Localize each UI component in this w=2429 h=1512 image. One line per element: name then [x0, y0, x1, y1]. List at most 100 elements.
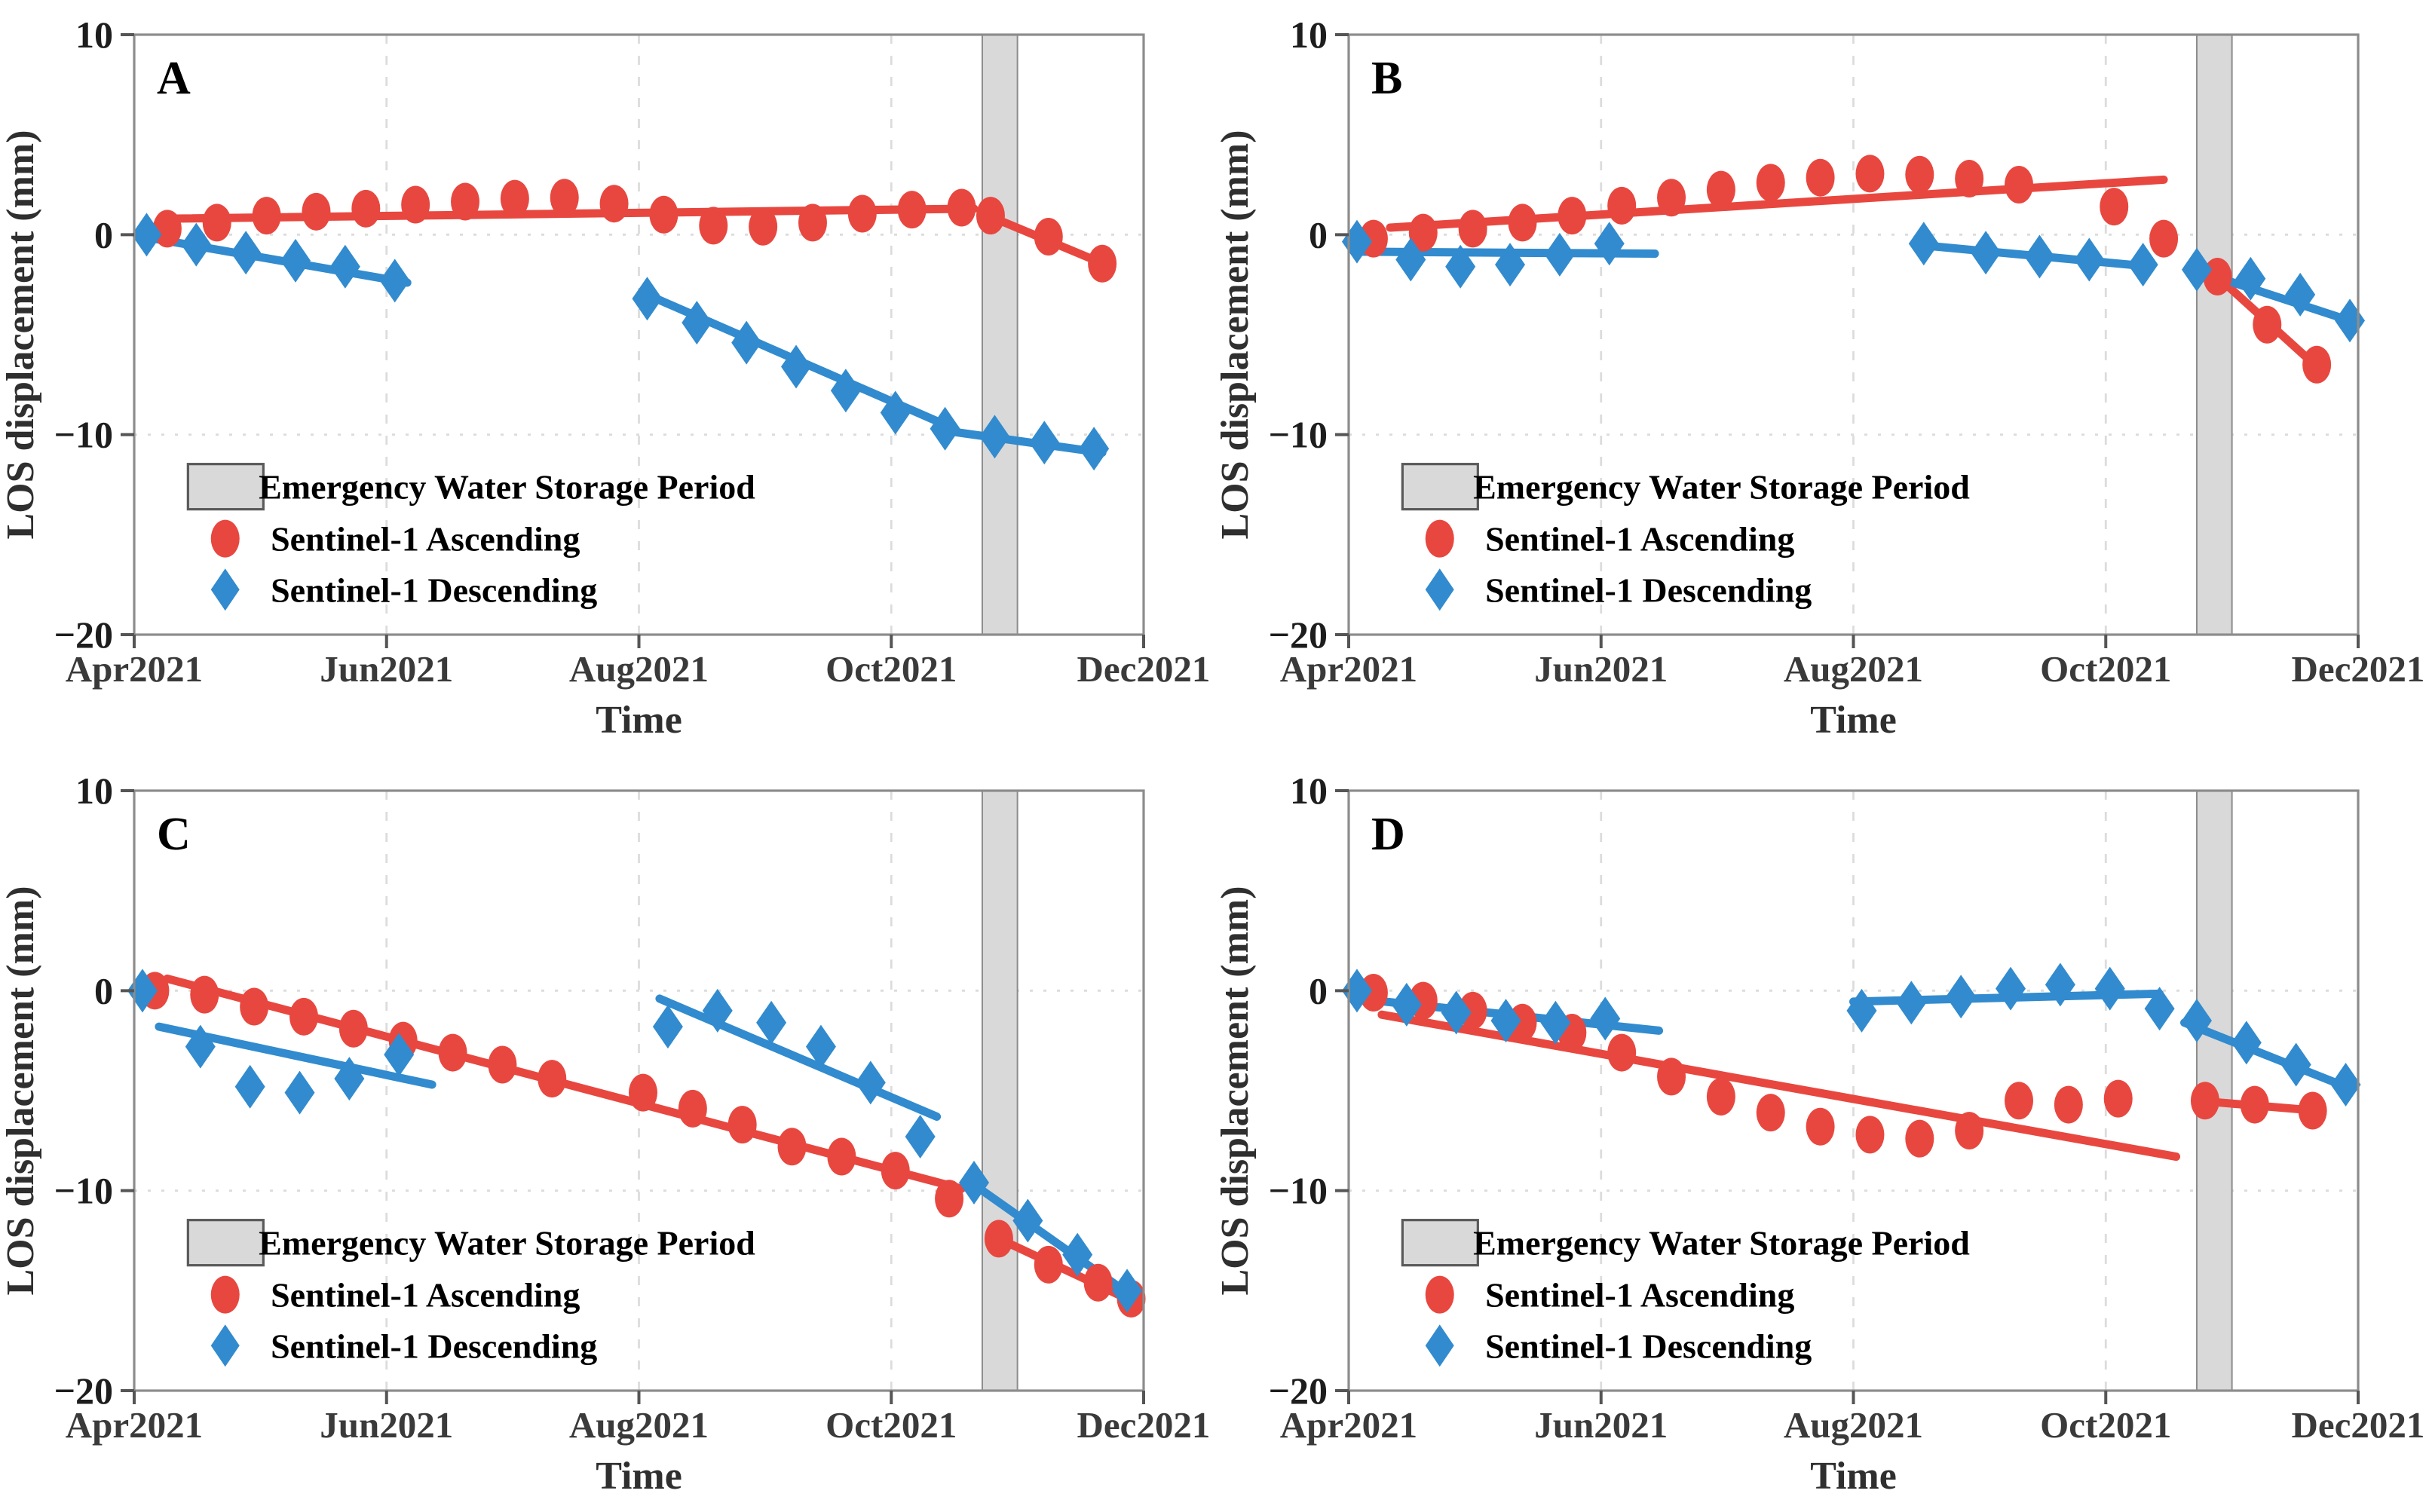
- descending-marker: [905, 1115, 936, 1159]
- x-axis-title: Time: [1810, 699, 1897, 742]
- panel-C: Apr2021 Jun2021 Aug2021 Oct2021 Dec2021 10 0 −1…: [0, 756, 1214, 1512]
- x-tick-label: Dec2021: [2292, 648, 2425, 690]
- descending-marker: [2127, 243, 2158, 287]
- descending-marker: [2045, 963, 2075, 1007]
- ascending-marker: [881, 1152, 910, 1190]
- descending-marker: [781, 344, 812, 389]
- descending-marker: [1445, 244, 1476, 289]
- y-tick-label: −10: [54, 414, 114, 456]
- legend-band-label: Emergency Water Storage Period: [1473, 468, 1970, 507]
- ascending-marker: [351, 189, 381, 228]
- storage-period-band: [981, 34, 1018, 635]
- ascending-marker: [338, 1009, 368, 1048]
- descending-marker: [682, 301, 712, 345]
- x-tick-label: Apr2021: [66, 648, 203, 690]
- ascending-marker: [302, 192, 331, 231]
- y-tick-label: −10: [54, 1170, 114, 1212]
- x-tick-label: Jun2021: [320, 1404, 453, 1446]
- ascending-marker: [1034, 1245, 1063, 1284]
- descending-marker: [731, 320, 762, 365]
- ascending-marker: [1955, 160, 1984, 198]
- x-tick-label: Aug2021: [569, 1404, 709, 1446]
- x-tick-label: Aug2021: [1784, 648, 1923, 690]
- descending-marker: [234, 1064, 265, 1109]
- ascending-marker: [538, 1060, 567, 1098]
- y-tick-label: 10: [75, 14, 113, 56]
- legend-ascending-label: Sentinel-1 Ascending: [1485, 520, 1794, 559]
- panel-letter: D: [1371, 809, 1405, 860]
- descending-marker: [1341, 969, 1372, 1013]
- legend-band-label: Emergency Water Storage Period: [1473, 1224, 1970, 1263]
- ascending-marker: [289, 997, 318, 1036]
- descending-marker: [384, 1033, 415, 1077]
- ascending-marker: [727, 1106, 757, 1144]
- descending-marker: [2330, 1063, 2361, 1107]
- legend-band-swatch: [1401, 463, 1479, 511]
- descending-marker: [930, 406, 960, 451]
- descending-marker: [185, 1024, 216, 1069]
- y-tick-label: 10: [1290, 770, 1328, 812]
- descending-marker: [959, 1161, 990, 1205]
- ascending-marker: [2005, 1082, 2034, 1120]
- ascending-marker: [699, 207, 728, 245]
- ascending-marker: [1408, 213, 1438, 252]
- ascending-marker: [500, 179, 529, 218]
- x-tick-label: Dec2021: [2292, 1404, 2425, 1446]
- descending-marker: [1112, 1269, 1143, 1313]
- ascending-marker: [1558, 197, 1587, 235]
- y-tick-label: −20: [54, 1370, 114, 1412]
- x-tick-label: Apr2021: [66, 1404, 203, 1446]
- panel-C-chart: Apr2021 Jun2021 Aug2021 Oct2021 Dec2021 10 0 −1…: [0, 770, 1211, 1498]
- descending-marker: [231, 231, 262, 275]
- descending-marker: [1490, 999, 1521, 1043]
- descending-marker: [379, 259, 410, 303]
- ascending-marker: [1088, 244, 1117, 283]
- y-tick-label: 0: [94, 213, 113, 256]
- descending-marker: [2074, 237, 2105, 282]
- x-tick-label: Aug2021: [569, 648, 709, 690]
- descending-marker: [2181, 247, 2212, 292]
- descending-marker: [1029, 421, 1060, 465]
- x-tick-label: Dec2021: [1077, 1404, 1211, 1446]
- ascending-marker: [1855, 1116, 1885, 1154]
- legend-descending-label: Sentinel-1 Descending: [271, 571, 597, 609]
- descending-marker: [1544, 232, 1575, 277]
- ascending-marker: [2253, 305, 2282, 344]
- descending-trend-line: [655, 994, 942, 1121]
- descending-marker: [2094, 966, 2125, 1011]
- descending-marker: [181, 222, 212, 267]
- descending-marker: [329, 244, 360, 289]
- ascending-marker: [947, 188, 976, 227]
- descending-marker: [1079, 427, 1110, 471]
- descending-marker: [1896, 981, 1927, 1025]
- x-axis-title: Time: [1810, 1455, 1897, 1498]
- ascending-marker: [1607, 186, 1637, 225]
- ascending-marker: [1706, 1077, 1735, 1116]
- legend-descending-marker-icon: [1425, 1324, 1454, 1367]
- ascending-marker: [1607, 1033, 1637, 1072]
- ascending-marker: [1458, 210, 1487, 248]
- legend-band-label: Emergency Water Storage Period: [259, 1224, 755, 1263]
- descending-marker: [334, 1057, 365, 1101]
- panel-letter: B: [1371, 53, 1402, 104]
- ascending-marker: [2190, 1082, 2219, 1120]
- descending-marker: [1341, 219, 1372, 264]
- descending-marker: [2335, 298, 2366, 343]
- ascending-marker: [401, 185, 430, 224]
- ascending-marker: [935, 1180, 964, 1218]
- ascending-marker: [827, 1137, 856, 1176]
- x-tick-label: Aug2021: [1784, 1404, 1923, 1446]
- x-axis-title: Time: [596, 699, 682, 742]
- ascending-marker: [678, 1089, 707, 1128]
- ascending-marker: [1756, 164, 1785, 202]
- x-tick-label: Jun2021: [1534, 1404, 1668, 1446]
- panel-letter: A: [157, 53, 191, 104]
- descending-marker: [131, 213, 162, 257]
- legend-descending-marker-icon: [210, 568, 240, 611]
- legend-ascending-marker-icon: [1425, 1275, 1454, 1314]
- panel-B-chart: Apr2021 Jun2021 Aug2021 Oct2021 Dec2021 10 0 −1…: [1214, 14, 2425, 742]
- descending-marker: [1495, 243, 1526, 287]
- ascending-marker: [438, 1033, 467, 1072]
- x-tick-label: Oct2021: [825, 1404, 957, 1446]
